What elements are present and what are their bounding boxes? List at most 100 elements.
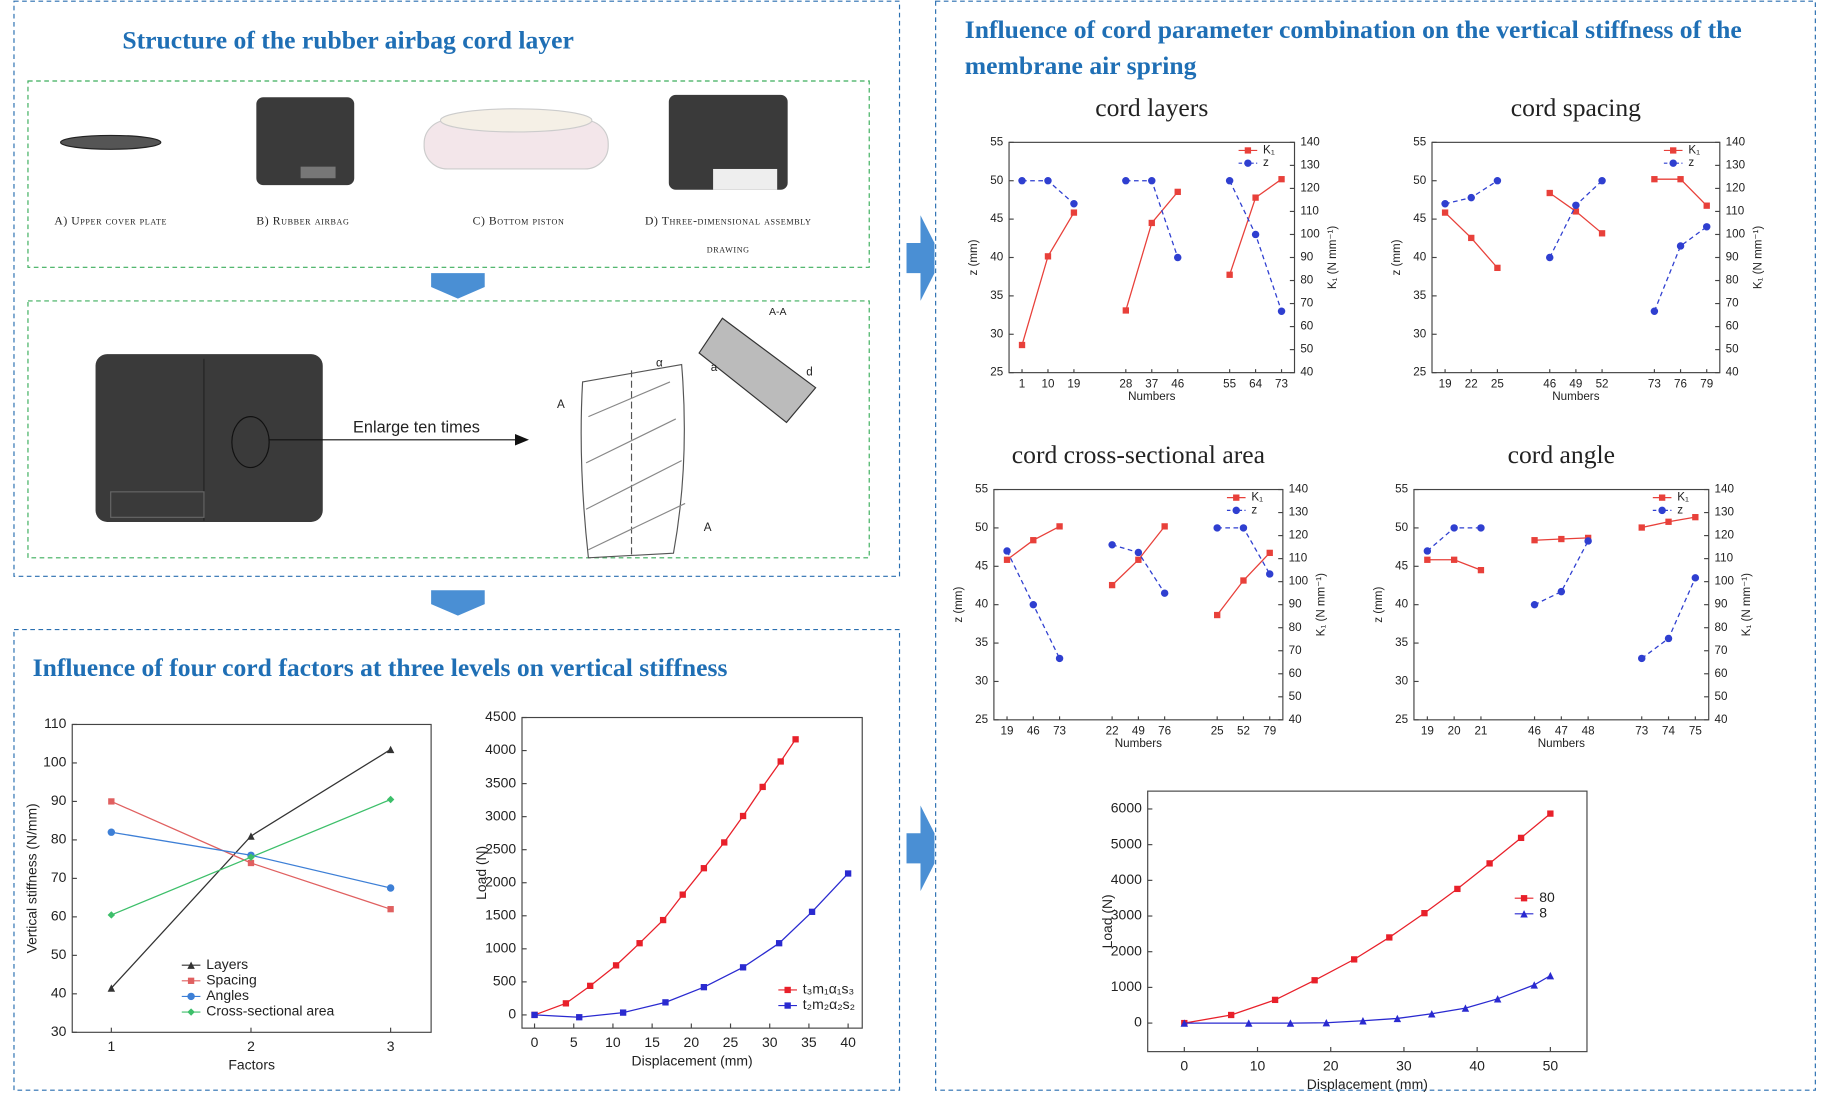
y2-tick-label: 100 [1289, 575, 1308, 588]
marker [1148, 177, 1156, 185]
y-tick-label: 25 [990, 366, 1003, 379]
marker [1232, 506, 1240, 515]
y-tick-label: 40 [1395, 598, 1408, 611]
y-tick-label: 50 [975, 521, 988, 534]
x-tick-label: 46 [1171, 377, 1184, 390]
y-tick-label: 40 [51, 985, 67, 1001]
series-line [1184, 975, 1551, 1024]
legend-label: Cross-sectional area [206, 1003, 334, 1019]
y-axis-label: Load (N) [1099, 894, 1115, 948]
legend-label: Angles [206, 987, 249, 1003]
y-axis-label: Load (N) [473, 846, 489, 900]
marker [1070, 200, 1078, 208]
marker [108, 798, 115, 805]
marker [1214, 611, 1221, 619]
cover-plate [60, 134, 162, 150]
y2-tick-label: 110 [1300, 205, 1319, 218]
marker [1494, 264, 1501, 272]
marker [1467, 193, 1475, 202]
marker [1271, 996, 1279, 1004]
y2-tick-label: 100 [1726, 228, 1745, 241]
marker [662, 999, 669, 1006]
y2-tick-label: 140 [1715, 483, 1734, 496]
x-tick-label: 30 [762, 1034, 778, 1050]
marker [1664, 634, 1673, 643]
marker [107, 828, 116, 836]
plot-frame [1413, 488, 1710, 721]
marker [1161, 523, 1168, 530]
marker [1477, 524, 1485, 532]
y2-tick-label: 130 [1289, 506, 1308, 519]
y2-tick-label: 110 [1715, 552, 1734, 565]
legend-label: t₂m₂α₂s₂ [803, 996, 855, 1012]
marker [1044, 253, 1052, 260]
caption: D) Three-dimensional assembly drawing [645, 215, 812, 256]
x-axis-label: Numbers [1552, 390, 1599, 403]
y-tick-label: 55 [1395, 483, 1408, 496]
marker [1265, 570, 1274, 578]
marker [1692, 514, 1699, 521]
x-tick-label: 46 [1027, 724, 1040, 737]
airbag-detail [110, 491, 205, 518]
y2-tick-label: 50 [1715, 690, 1728, 703]
y-tick-label: 90 [51, 792, 67, 808]
y-tick-label: 500 [493, 973, 517, 989]
arrow [906, 215, 935, 301]
marker [1477, 566, 1485, 574]
y-tick-label: 35 [975, 636, 988, 649]
marker [1393, 1014, 1402, 1023]
marker [1669, 159, 1677, 167]
marker [1598, 230, 1606, 237]
marker [1070, 209, 1078, 216]
enlarge-circle [231, 416, 270, 469]
x-tick-label: 46 [1528, 724, 1541, 737]
marker [1018, 341, 1026, 349]
marker [1572, 201, 1580, 209]
marker [1251, 230, 1260, 239]
y2-tick-label: 130 [1726, 158, 1745, 171]
marker [1386, 934, 1393, 941]
marker [659, 916, 667, 924]
marker [784, 986, 791, 994]
chart-title: cord cross-sectional area [1012, 440, 1265, 469]
marker [1517, 834, 1525, 842]
marker [1278, 176, 1285, 183]
marker [1638, 524, 1645, 531]
y-tick-label: 50 [1395, 521, 1408, 534]
x-tick-label: 2 [247, 1038, 255, 1054]
section-detail [698, 317, 817, 424]
assembly-piston [713, 168, 778, 190]
y-tick-label: 6000 [1111, 800, 1142, 816]
x-axis-label: Displacement (mm) [632, 1052, 753, 1068]
x-tick-label: 75 [1689, 724, 1702, 737]
marker [1677, 176, 1684, 183]
series-line [534, 738, 797, 1016]
marker [1225, 177, 1234, 185]
legend-label: t₃m₁α₁s₃ [803, 981, 854, 997]
legend-label: Layers [206, 956, 248, 972]
marker [1450, 556, 1458, 563]
y-tick-label: 1000 [1111, 978, 1142, 994]
y2-tick-label: 60 [1289, 667, 1302, 680]
marker [187, 977, 195, 984]
dimension-label: a [711, 361, 718, 374]
plot-frame [1431, 141, 1721, 374]
panel-title: Structure of the rubber airbag cord laye… [122, 26, 574, 55]
marker [739, 812, 747, 820]
y-tick-label: 45 [1395, 559, 1408, 572]
series-line [534, 873, 849, 1018]
y-tick-label: 30 [1413, 327, 1426, 340]
marker [1520, 895, 1528, 902]
series-line [1184, 813, 1551, 1024]
marker [1056, 523, 1063, 530]
marker [784, 1002, 791, 1009]
x-tick-label: 25 [723, 1034, 739, 1050]
marker [386, 884, 395, 892]
marker [1180, 1019, 1189, 1027]
marker [1122, 307, 1129, 314]
x-tick-label: 64 [1249, 377, 1263, 390]
panel-frame [935, 0, 1816, 1091]
y2-tick-label: 130 [1300, 158, 1319, 171]
y2-tick-label: 140 [1726, 135, 1745, 148]
